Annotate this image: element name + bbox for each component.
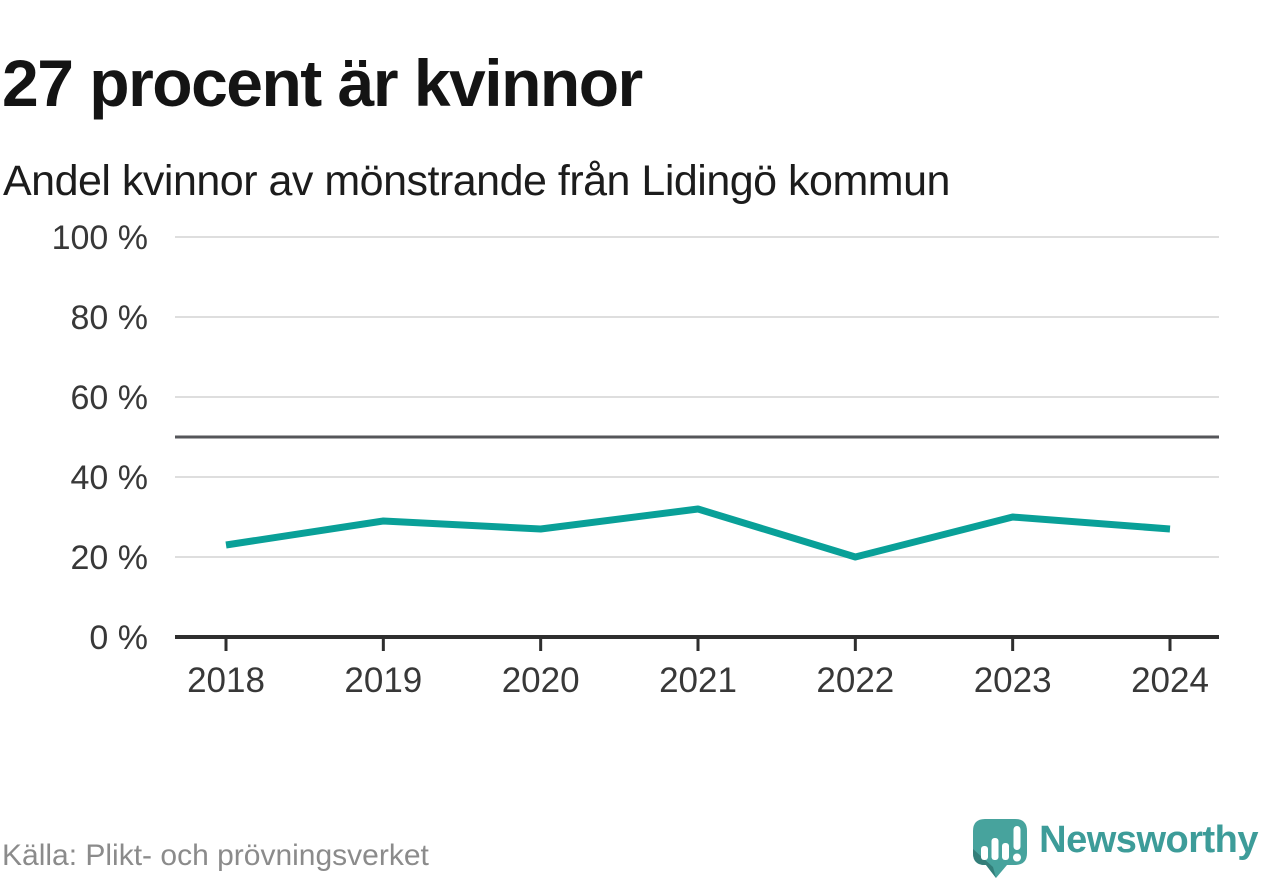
brand-name: Newsworthy (1039, 819, 1258, 861)
x-axis-tick (224, 639, 228, 651)
x-axis-tick-label: 2018 (187, 661, 265, 700)
x-axis-tick-label: 2019 (344, 661, 422, 700)
x-axis-tick-label: 2022 (816, 661, 894, 700)
brand-logo: Newsworthy (971, 815, 1258, 879)
x-axis-tick-label: 2021 (659, 661, 737, 700)
y-axis-tick-label: 20 % (71, 539, 149, 577)
logo-bar-3 (1002, 842, 1010, 860)
logo-bar-2 (991, 837, 999, 860)
x-axis-tick (853, 639, 857, 651)
logo-exclamation-stem (1013, 825, 1021, 850)
x-axis-tick-label: 2024 (1131, 661, 1209, 700)
logo-bar-1 (981, 845, 989, 860)
y-axis-tick-label: 100 % (52, 219, 148, 257)
page-title: 27 procent är kvinnor (2, 46, 643, 121)
line-chart: 0 % 20 % 40 % 60 % 80 % 100 % 2018 2019 2020 2021… (52, 219, 1219, 700)
x-axis-tick-label: 2023 (974, 661, 1052, 700)
chart-subtitle: Andel kvinnor av mönstrande från Lidingö… (3, 156, 950, 205)
series-line (225, 505, 1171, 561)
newsworthy-logo-icon (973, 818, 1028, 878)
logo-exclamation-dot (1013, 853, 1022, 861)
y-axis-tick-label: 80 % (71, 299, 149, 337)
x-axis-tick (539, 639, 543, 651)
x-axis-line (175, 635, 1219, 639)
y-axis-tick-label: 0 % (89, 619, 148, 657)
x-axis-tick-label: 2020 (502, 661, 580, 700)
source-note: Källa: Plikt- och prövningsverket (2, 839, 429, 872)
y-axis-tick-label: 40 % (71, 459, 149, 497)
logo-fold-shadow (973, 848, 997, 878)
y-axis-tick-label: 60 % (71, 379, 149, 417)
x-axis-tick (696, 639, 700, 651)
x-axis-tick (1011, 639, 1015, 651)
x-axis-tick (1168, 639, 1172, 651)
x-axis-tick (381, 639, 385, 651)
